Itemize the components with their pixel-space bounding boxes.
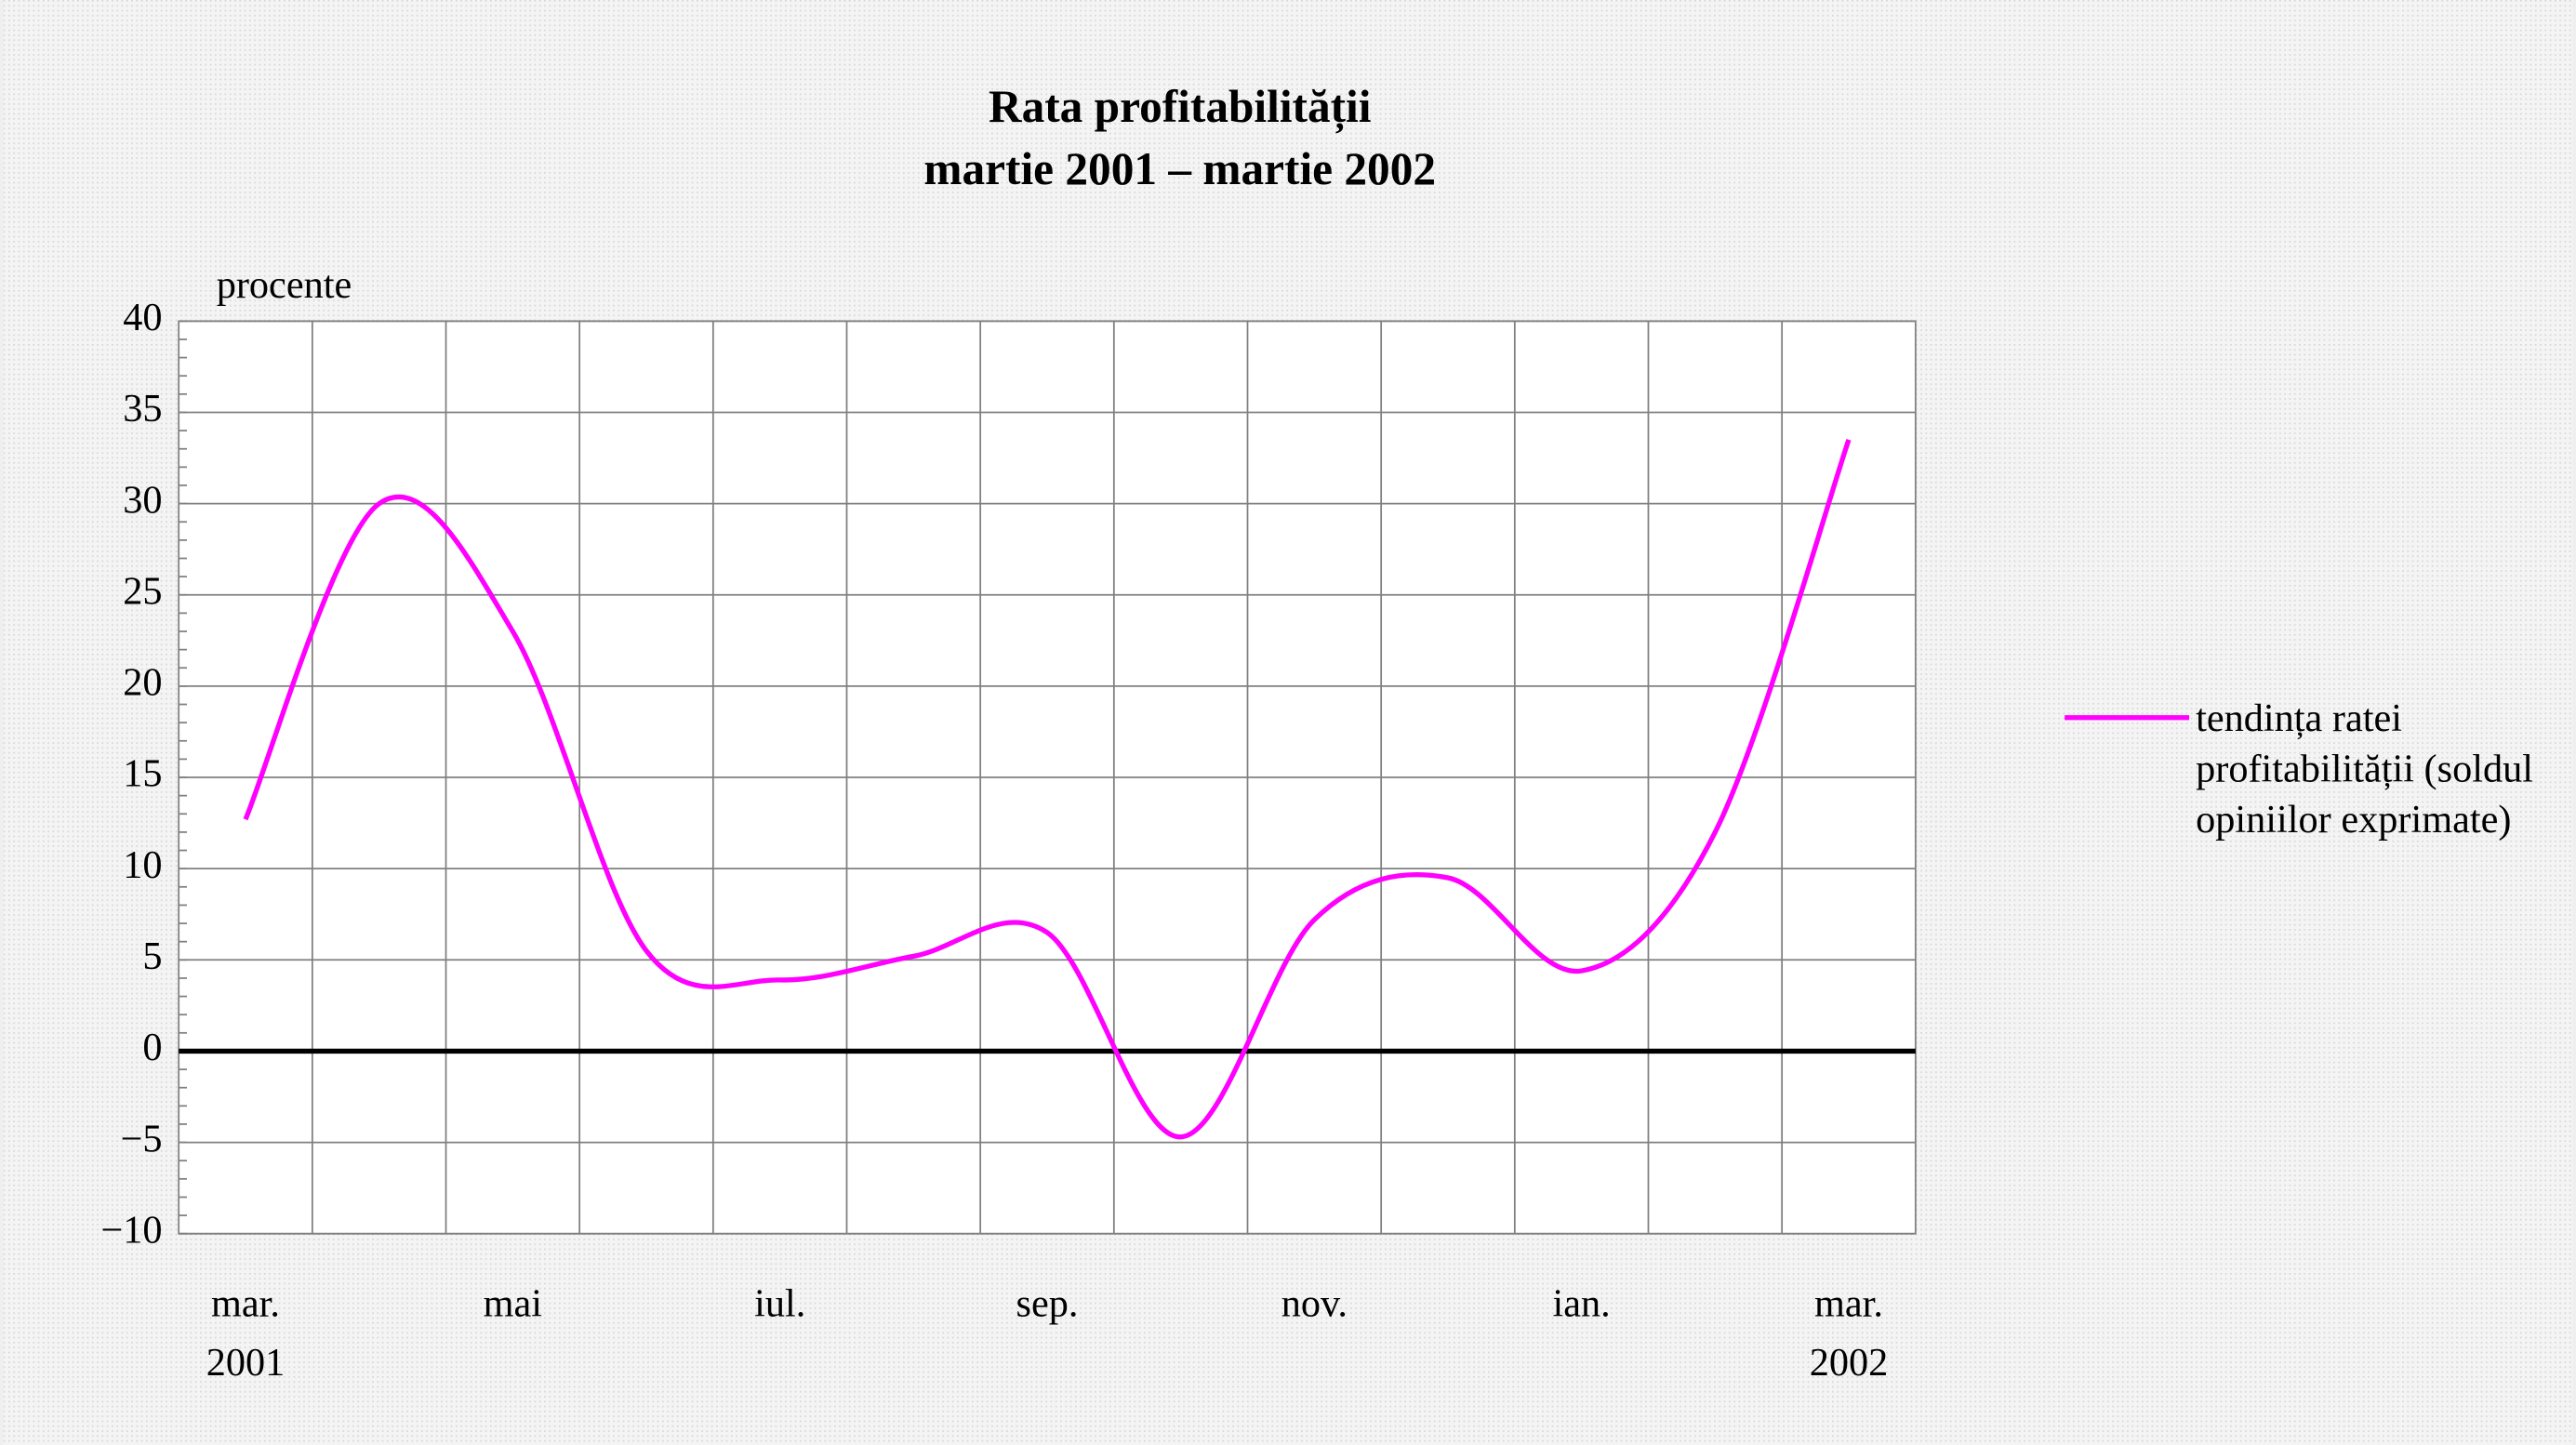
- y-tick-label: 35: [123, 387, 162, 431]
- legend: tendința ratei profitabilității (soldul …: [2196, 697, 2533, 842]
- chart-subtitle: martie 2001 – martie 2002: [923, 143, 1436, 194]
- x-tick-label: iul.: [754, 1282, 805, 1326]
- y-axis-label: procente: [217, 263, 352, 307]
- y-tick-label: −5: [121, 1117, 163, 1160]
- x-tick-label: mar.: [211, 1282, 280, 1326]
- y-tick-label: 10: [123, 843, 162, 887]
- y-tick-label: 20: [123, 661, 162, 705]
- series-line: [243, 439, 1852, 1140]
- x-tick-label: nov.: [1281, 1282, 1348, 1326]
- legend-label: tendința ratei profitabilității (soldul …: [2196, 697, 2533, 842]
- x-tick-label: ian.: [1553, 1282, 1611, 1326]
- chart-title: Rata profitabilității: [989, 81, 1372, 133]
- y-tick-label: 40: [123, 296, 162, 339]
- x-sublabel: 2002: [1810, 1341, 1889, 1385]
- y-tick-label: 0: [142, 1026, 162, 1069]
- x-tick-label: mai: [484, 1282, 542, 1326]
- x-tick-label: sep.: [1016, 1282, 1079, 1326]
- y-tick-label: 5: [142, 935, 162, 978]
- y-tick-label: −10: [100, 1208, 162, 1252]
- x-tick-label: mar.: [1814, 1282, 1883, 1326]
- y-tick-label: 25: [123, 569, 162, 613]
- y-tick-label: 30: [123, 478, 162, 522]
- x-sublabel: 2001: [206, 1341, 285, 1385]
- y-tick-label: 15: [123, 752, 162, 796]
